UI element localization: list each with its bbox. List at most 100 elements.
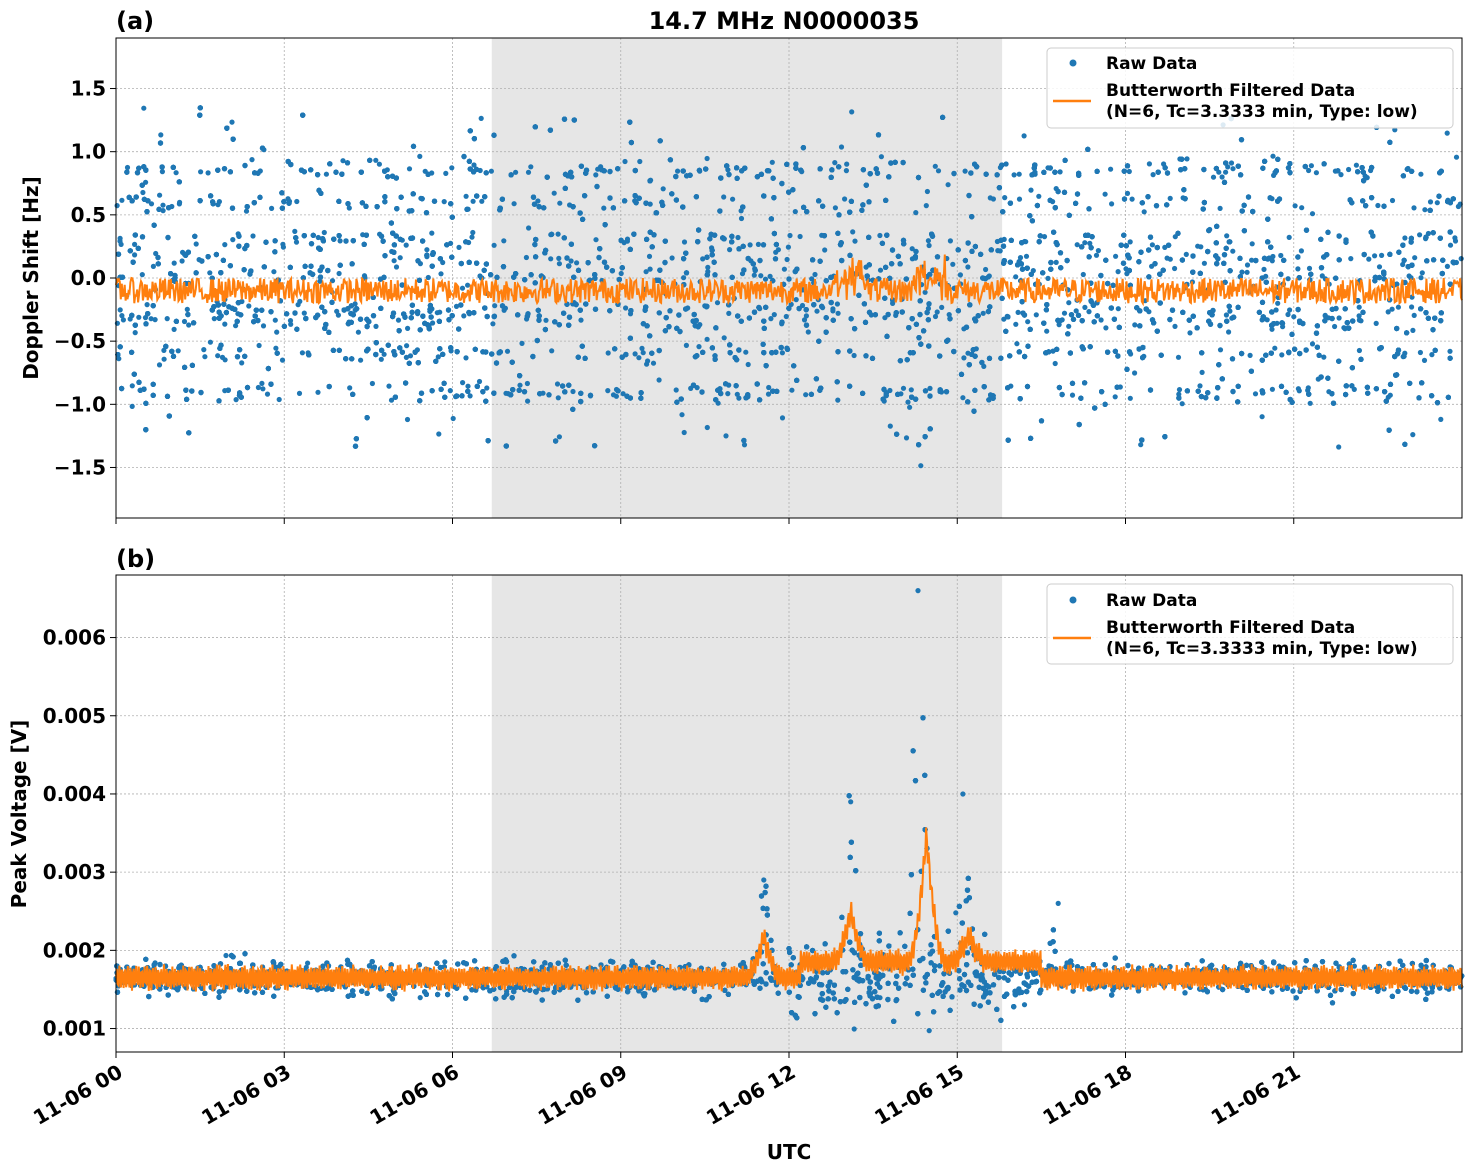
raw-point bbox=[346, 205, 352, 211]
raw-point bbox=[373, 323, 379, 329]
raw-point bbox=[925, 238, 932, 244]
raw-point bbox=[882, 315, 888, 321]
raw-point bbox=[158, 132, 164, 138]
raw-point bbox=[1095, 248, 1101, 254]
raw-point bbox=[1269, 386, 1275, 392]
raw-point bbox=[1146, 161, 1152, 167]
raw-point bbox=[792, 209, 798, 215]
raw-point bbox=[832, 160, 838, 166]
raw-point bbox=[1179, 401, 1185, 407]
raw-point bbox=[193, 241, 199, 247]
raw-point bbox=[129, 383, 135, 389]
raw-point bbox=[549, 348, 555, 354]
raw-point bbox=[259, 380, 265, 386]
raw-point bbox=[118, 241, 124, 247]
raw-point bbox=[116, 356, 122, 362]
raw-point bbox=[429, 230, 435, 236]
raw-point bbox=[747, 242, 753, 248]
raw-point bbox=[256, 342, 262, 349]
raw-point bbox=[1223, 312, 1229, 318]
raw-point bbox=[1219, 174, 1225, 180]
raw-point bbox=[215, 353, 221, 359]
raw-point bbox=[273, 345, 279, 351]
raw-point bbox=[647, 266, 653, 272]
raw-point bbox=[1045, 275, 1051, 281]
raw-point bbox=[909, 246, 915, 252]
raw-point bbox=[173, 170, 179, 176]
raw-point bbox=[632, 351, 638, 357]
raw-point bbox=[681, 239, 688, 245]
raw-point bbox=[1418, 275, 1424, 281]
raw-point bbox=[271, 269, 277, 275]
raw-point bbox=[355, 329, 361, 335]
raw-point bbox=[378, 356, 384, 362]
raw-point bbox=[1225, 164, 1231, 170]
raw-point bbox=[463, 193, 469, 199]
raw-point bbox=[1447, 242, 1454, 248]
raw-point bbox=[1419, 270, 1425, 276]
raw-point bbox=[171, 260, 177, 266]
raw-point bbox=[250, 233, 256, 239]
raw-point bbox=[1036, 193, 1042, 199]
raw-point bbox=[1066, 323, 1072, 329]
raw-point bbox=[554, 381, 561, 387]
raw-point bbox=[152, 317, 158, 323]
raw-point bbox=[233, 397, 239, 403]
raw-point bbox=[141, 105, 147, 111]
raw-point bbox=[726, 310, 732, 316]
raw-point bbox=[850, 229, 856, 235]
raw-point bbox=[211, 316, 217, 322]
raw-point bbox=[849, 109, 855, 115]
raw-point bbox=[1025, 319, 1031, 325]
raw-point bbox=[1411, 205, 1417, 211]
raw-point bbox=[292, 228, 298, 234]
raw-point bbox=[386, 383, 392, 389]
raw-point bbox=[230, 237, 236, 243]
raw-point bbox=[470, 229, 476, 236]
raw-point bbox=[1395, 304, 1401, 310]
raw-point bbox=[556, 255, 562, 261]
raw-point bbox=[735, 234, 741, 241]
raw-point bbox=[637, 158, 643, 165]
raw-point bbox=[1093, 252, 1100, 258]
raw-point bbox=[358, 357, 364, 363]
raw-point bbox=[1112, 394, 1118, 400]
raw-point bbox=[768, 316, 774, 322]
raw-point bbox=[623, 305, 629, 311]
raw-point bbox=[1453, 154, 1460, 160]
raw-point bbox=[1028, 187, 1034, 193]
raw-point bbox=[459, 285, 466, 291]
raw-point bbox=[1366, 256, 1372, 262]
raw-point bbox=[1164, 255, 1170, 261]
raw-point bbox=[1069, 392, 1076, 398]
raw-point bbox=[907, 404, 913, 410]
raw-point bbox=[799, 302, 806, 309]
raw-point bbox=[1115, 269, 1121, 275]
raw-point bbox=[1041, 234, 1048, 240]
raw-point bbox=[403, 242, 409, 248]
raw-point bbox=[704, 155, 710, 162]
raw-point bbox=[465, 282, 471, 288]
raw-point bbox=[762, 276, 769, 282]
raw-point bbox=[1336, 444, 1342, 450]
raw-point bbox=[1296, 388, 1302, 394]
raw-point bbox=[381, 351, 387, 357]
raw-point bbox=[323, 171, 329, 177]
raw-point bbox=[878, 154, 885, 160]
raw-point bbox=[186, 322, 192, 328]
raw-point bbox=[783, 313, 789, 320]
raw-point bbox=[523, 254, 530, 261]
raw-point bbox=[406, 166, 413, 172]
raw-point bbox=[1141, 209, 1147, 215]
raw-point bbox=[336, 270, 342, 277]
raw-point bbox=[643, 269, 649, 275]
raw-point bbox=[1417, 232, 1423, 238]
raw-point bbox=[161, 347, 167, 353]
raw-point bbox=[450, 415, 456, 422]
raw-point bbox=[160, 202, 166, 208]
raw-point bbox=[1295, 266, 1301, 272]
raw-point bbox=[222, 242, 228, 248]
raw-point bbox=[741, 442, 748, 448]
raw-point bbox=[243, 208, 250, 214]
raw-point bbox=[1402, 235, 1408, 241]
